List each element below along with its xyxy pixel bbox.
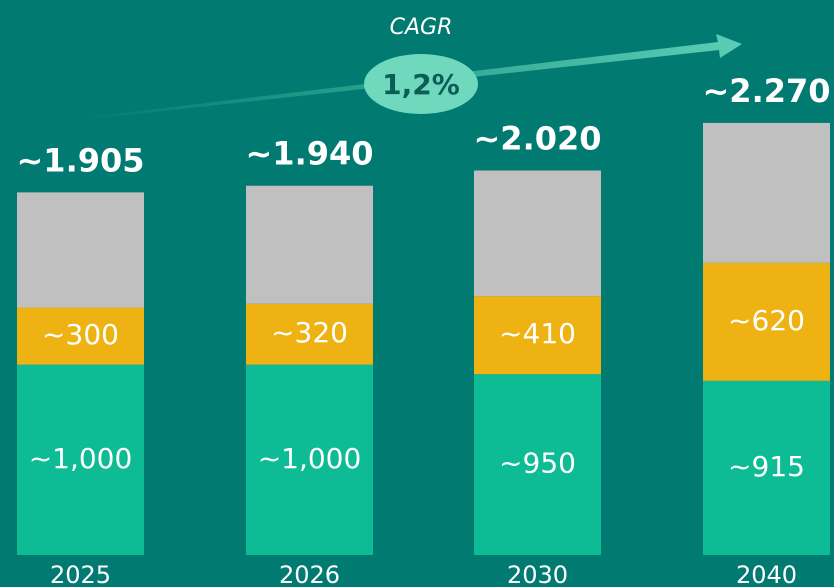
total-label: ~2.020 — [473, 120, 601, 158]
cagr-label: CAGR — [390, 15, 453, 40]
segment-label: ~320 — [271, 316, 348, 349]
bar-segment — [246, 364, 373, 555]
bar-segment — [474, 170, 601, 297]
segment-label: ~410 — [499, 317, 576, 350]
bar-segment — [17, 307, 144, 365]
x-tick-label: 2030 — [507, 561, 568, 587]
bar-segment — [474, 296, 601, 375]
bar-segment — [246, 303, 373, 365]
total-label: ~2.270 — [702, 72, 830, 110]
segment-label: ~950 — [499, 447, 576, 480]
total-label: ~1.940 — [245, 135, 373, 173]
cagr-bubble — [364, 54, 478, 114]
bar-segment — [17, 364, 144, 555]
x-tick-label: 2026 — [279, 561, 340, 587]
segment-label: ~1,000 — [258, 442, 362, 475]
cagr-arrow — [80, 34, 742, 120]
bar-segment — [703, 380, 830, 555]
segment-label: ~915 — [728, 450, 805, 483]
bar-segment — [703, 122, 830, 263]
segment-label: ~620 — [728, 304, 805, 337]
bar-segment — [474, 374, 601, 555]
segment-label: ~1,000 — [29, 442, 133, 475]
total-label: ~1.905 — [16, 141, 144, 179]
segment-label: ~300 — [42, 318, 119, 351]
x-tick-label: 2025 — [50, 561, 111, 587]
bar-segment — [246, 185, 373, 304]
bar-segment — [703, 262, 830, 381]
x-tick-label: 2040 — [736, 561, 797, 587]
cagr-value: 1,2% — [382, 68, 460, 101]
bar-segment — [17, 192, 144, 308]
